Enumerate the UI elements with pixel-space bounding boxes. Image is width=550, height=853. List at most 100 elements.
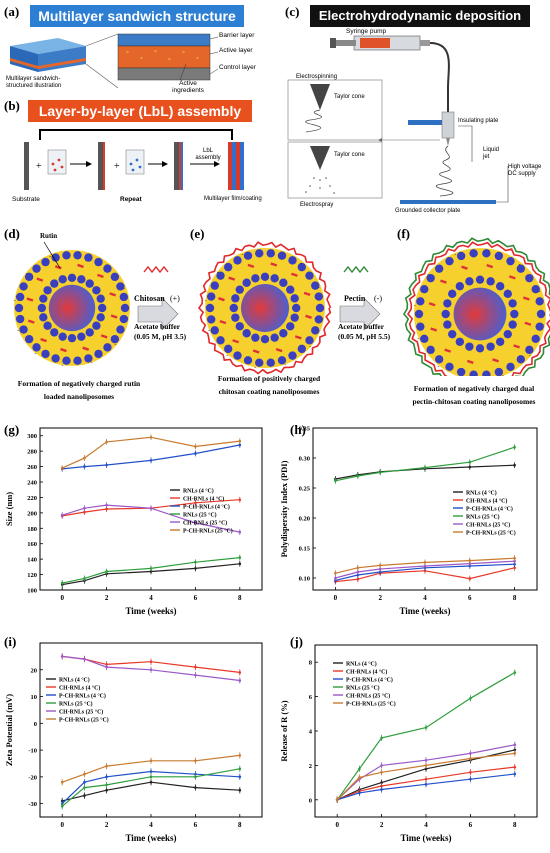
barrier-layer-label: Barrier layer bbox=[219, 32, 255, 39]
rutin-mark bbox=[97, 273, 104, 278]
x-tick-label: 8 bbox=[513, 594, 517, 602]
charge-sign: - bbox=[414, 303, 416, 309]
series-line bbox=[336, 752, 515, 801]
lipid-head bbox=[277, 251, 287, 260]
data-point bbox=[378, 567, 382, 571]
x-tick-label: 4 bbox=[149, 821, 153, 829]
legend: RNLs (4 °C)CH-RNLs (4 °C)P-CH-RNLs (4 °C… bbox=[453, 490, 516, 537]
chitosan-label: Chitosan bbox=[134, 294, 165, 303]
lipid-head bbox=[92, 286, 101, 295]
svg-text:*: * bbox=[182, 51, 185, 57]
panel-label-a: (a) bbox=[4, 4, 20, 19]
data-point bbox=[424, 767, 428, 771]
lipid-head bbox=[420, 334, 429, 344]
panel-label-e: (e) bbox=[190, 226, 205, 241]
data-point bbox=[194, 567, 197, 570]
svg-text:+: + bbox=[114, 161, 120, 172]
lipid-head bbox=[525, 345, 534, 355]
panel-label-d: (d) bbox=[4, 226, 20, 241]
y-tick-label: 240 bbox=[27, 480, 37, 487]
charge-sign: - bbox=[208, 329, 210, 335]
data-point bbox=[105, 440, 108, 444]
data-point bbox=[83, 465, 86, 468]
lipid-head bbox=[116, 282, 125, 291]
series-line bbox=[335, 567, 515, 583]
liposome: - - - - - - - - - - - - bbox=[14, 250, 130, 369]
charge-sign: - bbox=[321, 316, 323, 322]
rutin-mark bbox=[247, 263, 255, 269]
liposome-core bbox=[241, 284, 289, 332]
pectin-chain-icon bbox=[343, 265, 369, 274]
data-point bbox=[238, 767, 242, 771]
lipid-head bbox=[233, 256, 242, 265]
data-point bbox=[194, 452, 197, 455]
lipid-head bbox=[469, 249, 478, 258]
lipid-head bbox=[448, 329, 457, 339]
series-line bbox=[62, 655, 240, 682]
y-tick-label: 220 bbox=[27, 495, 37, 502]
data-point bbox=[194, 560, 197, 564]
panel-label-j: (j) bbox=[290, 634, 303, 649]
lipid-head bbox=[270, 333, 279, 342]
rutin-mark bbox=[100, 334, 108, 339]
rutin-mark bbox=[82, 346, 90, 351]
lipid-head bbox=[24, 334, 34, 344]
chart-size: 0 2 4 6 8 100 120 140 160 180 200 220 240 260 280 300 Ti… bbox=[4, 427, 263, 616]
data-point bbox=[60, 513, 64, 517]
lipid-head bbox=[314, 292, 323, 301]
x-tick-label: 2 bbox=[105, 821, 109, 829]
lipid-head bbox=[270, 274, 279, 283]
rutin-mark bbox=[77, 263, 84, 269]
legend-label: P-CH-RNLs (4 °C) bbox=[346, 677, 393, 684]
lipid-head bbox=[97, 303, 107, 313]
rutin-mark bbox=[110, 314, 118, 319]
data-point bbox=[513, 559, 516, 563]
legend-label: CH-RNLs (4 °C) bbox=[466, 498, 507, 505]
charge-sign: - bbox=[106, 262, 108, 268]
data-point bbox=[194, 665, 197, 669]
data-point bbox=[149, 668, 153, 672]
lipid-head bbox=[96, 313, 105, 322]
taylor-cone-label-2: Taylor cone bbox=[334, 152, 365, 158]
data-point bbox=[356, 566, 360, 570]
data-point bbox=[238, 443, 242, 447]
data-point bbox=[469, 697, 472, 700]
lipid-head bbox=[503, 289, 512, 299]
data-point bbox=[149, 459, 153, 462]
data-point bbox=[380, 736, 383, 740]
rutin-mark bbox=[486, 263, 494, 269]
lipid-head bbox=[508, 299, 517, 308]
caption-e: Formation of positively charged chitosan… bbox=[217, 374, 321, 396]
charge-sign: - bbox=[91, 360, 93, 366]
lipid-head bbox=[51, 354, 60, 363]
lipid-head bbox=[536, 309, 546, 319]
y-tick-label: 0 bbox=[309, 797, 312, 804]
lipid-head bbox=[85, 328, 94, 337]
data-point bbox=[513, 765, 517, 769]
y-tick-label: 4 bbox=[309, 729, 313, 736]
lipid-head bbox=[288, 256, 297, 265]
data-point bbox=[423, 466, 427, 469]
lipid-head bbox=[290, 313, 299, 322]
legend-label: P-CH-RNLs (4 °C) bbox=[183, 504, 230, 511]
panel-label-i: (i) bbox=[4, 634, 17, 649]
rutin-mark bbox=[513, 344, 520, 349]
pectin-sign: (-) bbox=[374, 294, 382, 303]
panel-a-title: Multilayer sandwich structure bbox=[30, 5, 244, 27]
data-point bbox=[424, 777, 428, 781]
lipid-head bbox=[19, 282, 28, 291]
data-point bbox=[468, 577, 472, 580]
lipid-head bbox=[305, 336, 314, 345]
buffer1-condition: (0.05 M, pH 3.5) bbox=[134, 332, 187, 341]
data-point bbox=[469, 770, 472, 774]
legend: RNLs (4 °C)CH-RNLs (4 °C)P-CH-RNLs (4 °C… bbox=[170, 488, 233, 535]
data-point bbox=[238, 562, 242, 566]
data-point bbox=[468, 465, 472, 469]
data-point bbox=[513, 463, 516, 467]
legend-label: P-CH-RNLs (25 °C) bbox=[59, 717, 109, 724]
series-line bbox=[336, 671, 516, 801]
data-point bbox=[468, 562, 472, 565]
lipid-head bbox=[525, 273, 534, 283]
data-point bbox=[380, 764, 383, 767]
y-tick-label: 6 bbox=[309, 694, 313, 701]
